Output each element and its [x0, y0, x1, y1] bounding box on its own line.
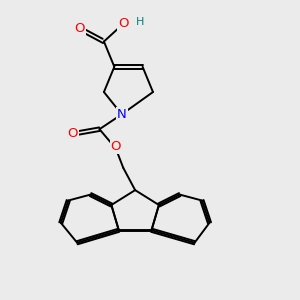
Text: N: N — [117, 108, 127, 121]
Text: O: O — [74, 22, 85, 34]
Text: O: O — [111, 140, 121, 153]
Text: O: O — [68, 127, 78, 140]
Text: O: O — [118, 17, 128, 30]
Text: H: H — [135, 17, 144, 27]
